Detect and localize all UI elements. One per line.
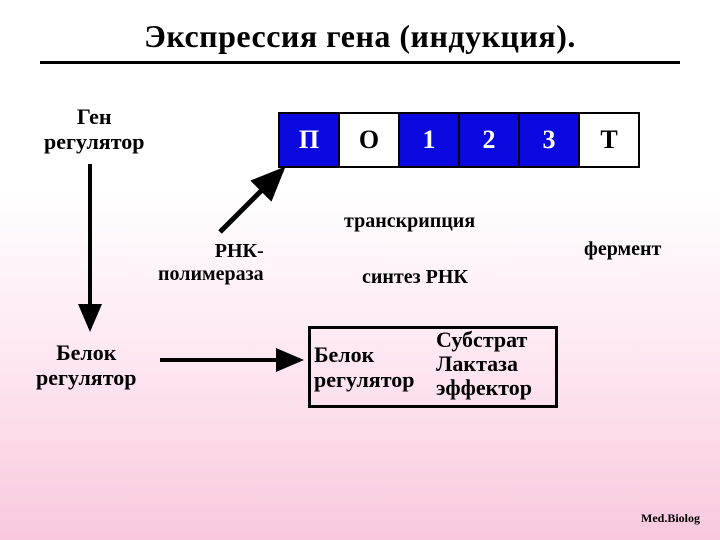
attribution: Med.Biolog: [641, 511, 700, 526]
arrow-gen-down: [0, 64, 720, 504]
page-title: Экспрессия гена (индукция).: [0, 0, 720, 55]
diagram-area: Ген регулятор П О 1 2 3 Т транскрипция Р…: [0, 64, 720, 504]
